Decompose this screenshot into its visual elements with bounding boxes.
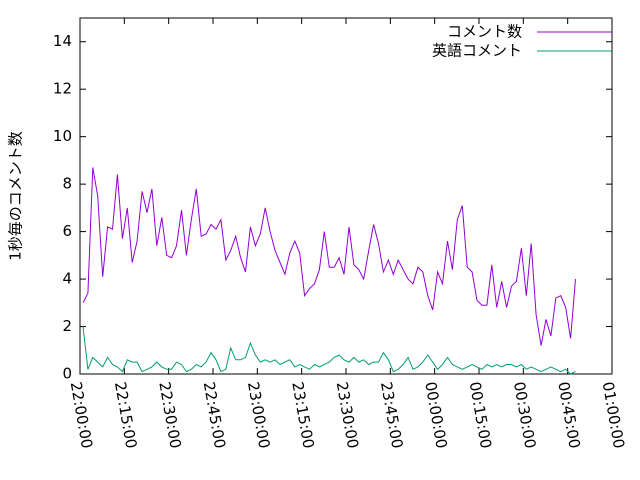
x-tick-label: 23:30:00	[333, 380, 362, 449]
legend-label: コメント数	[447, 23, 522, 41]
y-tick-label: 10	[53, 127, 72, 145]
y-tick-label: 14	[53, 32, 72, 50]
x-tick-label: 22:15:00	[111, 380, 140, 449]
x-tick-label: 23:15:00	[288, 380, 317, 449]
x-tick-label: 22:45:00	[200, 380, 229, 449]
y-tick-label: 2	[62, 317, 72, 335]
x-tick-label: 23:00:00	[244, 380, 273, 449]
x-tick-label: 23:45:00	[377, 380, 406, 449]
x-tick-label: 00:15:00	[466, 380, 495, 449]
y-tick-label: 6	[62, 222, 72, 240]
plot-frame	[79, 17, 613, 375]
x-tick-label: 22:30:00	[155, 380, 184, 449]
x-tick-label: 00:45:00	[554, 380, 583, 449]
y-tick-label: 12	[53, 80, 72, 98]
series-line	[82, 326, 576, 375]
x-tick-label: 00:30:00	[510, 380, 539, 449]
x-tick-label: 00:00:00	[421, 380, 450, 449]
series-line	[82, 167, 576, 346]
legend-label: 英語コメント	[432, 42, 522, 60]
y-tick-label: 4	[62, 270, 72, 288]
x-tick-label: 22:00:00	[67, 380, 96, 449]
y-axis-label: 1秒毎のコメント数	[7, 131, 25, 261]
y-tick-label: 0	[62, 365, 72, 383]
y-tick-label: 8	[62, 175, 72, 193]
x-tick-label: 01:00:00	[599, 380, 628, 449]
